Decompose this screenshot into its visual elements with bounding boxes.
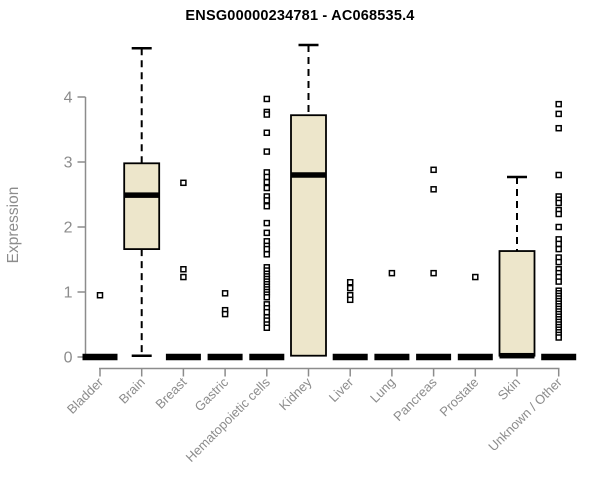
x-tick-label: Pancreas [390, 374, 440, 424]
boxplot-prostate-median [457, 353, 493, 361]
boxplot-skin-median [499, 352, 535, 359]
outlier-point [555, 258, 562, 266]
x-tick-label: Gastric [192, 374, 232, 414]
outlier-point [263, 178, 271, 186]
boxplot-brain-box [123, 162, 161, 251]
outlier-point [180, 273, 187, 281]
boxplot-kidney-box [290, 114, 327, 357]
outlier-point [263, 245, 271, 253]
x-tick-label: Breast [152, 374, 189, 411]
y-tick-label: 2 [64, 220, 73, 237]
outlier-point [263, 148, 271, 155]
boxplot-bladder-median [82, 353, 118, 361]
y-tick-label: 1 [64, 285, 73, 302]
boxplot-breast-median [165, 353, 201, 361]
x-tick-label: Prostate [437, 375, 482, 420]
outlier-point [555, 100, 562, 108]
outlier-point [263, 95, 271, 103]
boxplot-skin-box [498, 250, 536, 357]
outlier-point [555, 223, 562, 231]
y-tick-label: 0 [64, 350, 73, 367]
x-tick-label: Brain [116, 375, 148, 407]
outlier-point [555, 124, 562, 132]
boxplot-hematopoietic-cells-median [249, 353, 285, 361]
outlier-point [221, 290, 229, 297]
boxplot-brain-median [124, 192, 160, 198]
outlier-point [555, 278, 562, 285]
outlier-point [555, 210, 562, 218]
outlier-point [96, 292, 104, 299]
x-tick-label: Liver [326, 374, 357, 405]
outlier-point [555, 110, 562, 118]
outlier-point [263, 173, 271, 181]
outlier-point [346, 296, 354, 304]
outlier-point [555, 199, 562, 207]
outlier-point [430, 269, 437, 277]
outlier-point [263, 251, 271, 258]
outlier-point [263, 308, 271, 316]
boxplot-kidney-median [291, 172, 326, 178]
outlier-point [388, 269, 396, 277]
outlier-point [555, 334, 562, 341]
boxplot-lung-median [374, 353, 410, 361]
outlier-point [555, 240, 562, 248]
outlier-point [180, 266, 187, 273]
outlier-point [263, 229, 271, 237]
y-tick-label: 3 [64, 155, 73, 172]
outlier-point [430, 186, 437, 193]
boxplot-pancreas-median [416, 353, 452, 361]
boxplot-liver-median [332, 353, 368, 361]
x-tick-label: Bladder [64, 374, 107, 417]
outlier-point [430, 166, 437, 174]
boxplot-gastric-median [207, 353, 243, 361]
outlier-point [263, 129, 271, 136]
outlier-point [263, 184, 271, 192]
chart-title: ENSG00000234781 - AC068535.4 [185, 8, 415, 24]
outlier-point [263, 111, 271, 118]
outlier-point [555, 245, 562, 253]
outlier-point [263, 324, 271, 331]
outlier-point [263, 202, 271, 210]
outlier-point [472, 273, 479, 281]
outlier-point [346, 279, 354, 286]
outlier-point [263, 219, 271, 227]
y-tick-label: 4 [64, 90, 73, 107]
outlier-point [346, 284, 354, 292]
outlier-point [555, 171, 562, 179]
outlier-point [263, 293, 271, 301]
x-tick-label: Lung [367, 375, 398, 406]
outlier-point [180, 179, 187, 187]
outlier-point [263, 197, 271, 204]
boxplot-unknown-other-median [541, 353, 577, 361]
x-tick-label: Kidney [276, 374, 315, 413]
outlier-point [221, 310, 229, 318]
x-tick-label: Skin [495, 375, 523, 403]
x-tick-label: Unknown / Other [485, 374, 565, 454]
